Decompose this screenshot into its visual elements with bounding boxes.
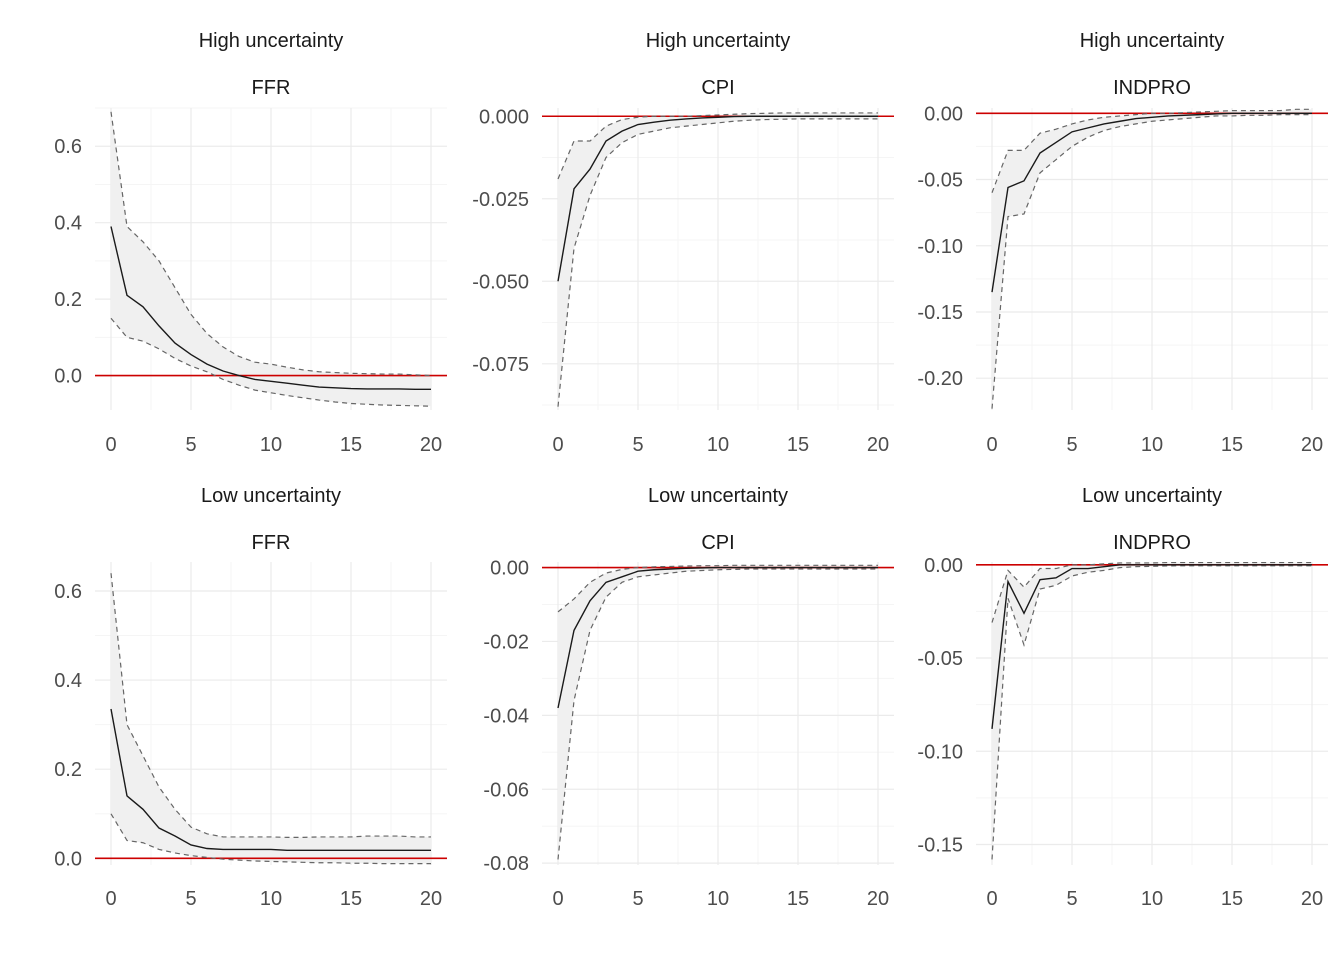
panel-subtitle: FFR bbox=[252, 532, 291, 554]
y-tick-label: 0.0 bbox=[54, 366, 82, 388]
y-tick-label: -0.075 bbox=[472, 354, 529, 376]
estimate-line bbox=[991, 112, 1312, 293]
x-tick-label: 5 bbox=[1066, 434, 1077, 456]
estimate-line bbox=[110, 708, 431, 851]
confidence-band bbox=[111, 573, 431, 864]
estimate-line bbox=[991, 564, 1312, 729]
panel-title: Low uncertainty bbox=[648, 485, 788, 507]
y-tick-label: -0.20 bbox=[917, 368, 963, 390]
x-tick-label: 5 bbox=[185, 888, 196, 910]
panel-6: 0 5 10 15 20 0.00 -0.05 -0.10 -0.15 Low uncertain… bbox=[917, 485, 1328, 910]
x-tick-label: 20 bbox=[1301, 434, 1323, 456]
panel-2: 0 5 10 15 20 0.000 -0.025 -0.050 -0.075 High unce… bbox=[472, 30, 894, 456]
y-tick-label: 0.2 bbox=[54, 289, 82, 311]
x-tick-label: 20 bbox=[867, 434, 889, 456]
panel-4: 0 5 10 15 20 0.0 0.2 0.4 0.6 Low uncertainty FFR bbox=[54, 485, 447, 910]
x-tick-label: 15 bbox=[787, 888, 809, 910]
x-tick-label: 0 bbox=[986, 888, 997, 910]
x-tick-label: 0 bbox=[552, 888, 563, 910]
panel-5: 0 5 10 15 20 0.00 -0.02 -0.04 -0.06 -0.08 Low unce… bbox=[483, 485, 894, 910]
y-tick-label: 0.2 bbox=[54, 759, 82, 781]
x-tick-label: 10 bbox=[707, 434, 729, 456]
x-tick-label: 20 bbox=[420, 888, 442, 910]
panel-title: Low uncertainty bbox=[201, 485, 341, 507]
x-tick-label: 20 bbox=[1301, 888, 1323, 910]
y-tick-label: -0.06 bbox=[483, 779, 529, 801]
y-tick-label: 0.4 bbox=[54, 213, 82, 235]
lower-bound-line bbox=[557, 568, 878, 860]
y-tick-label: -0.05 bbox=[917, 170, 963, 192]
x-tick-label: 5 bbox=[1066, 888, 1077, 910]
estimate-line bbox=[557, 566, 878, 709]
y-tick-label: -0.10 bbox=[917, 741, 963, 763]
x-tick-label: 5 bbox=[185, 434, 196, 456]
y-tick-label: 0.000 bbox=[479, 106, 529, 128]
y-tick-label: -0.10 bbox=[917, 236, 963, 258]
x-tick-label: 20 bbox=[420, 434, 442, 456]
panel-1: 0 5 10 15 20 0.0 0.2 0.4 0.6 High uncertainty FFR bbox=[54, 30, 447, 456]
x-tick-label: 0 bbox=[986, 434, 997, 456]
y-tick-label: -0.025 bbox=[472, 189, 529, 211]
panel-subtitle: FFR bbox=[252, 77, 291, 99]
y-tick-label: -0.050 bbox=[472, 271, 529, 293]
y-tick-label: 0.6 bbox=[54, 581, 82, 603]
upper-bound-line bbox=[991, 108, 1312, 193]
panel-3: 0 5 10 15 20 0.00 -0.05 -0.10 -0.15 -0.20 High unc… bbox=[917, 30, 1328, 456]
x-tick-label: 10 bbox=[260, 888, 282, 910]
x-tick-label: 15 bbox=[1221, 434, 1243, 456]
upper-bound-line bbox=[557, 564, 878, 613]
y-tick-label: 0.6 bbox=[54, 136, 82, 158]
x-tick-label: 15 bbox=[1221, 888, 1243, 910]
y-tick-label: -0.08 bbox=[483, 853, 529, 875]
y-tick-label: 0.00 bbox=[924, 103, 963, 125]
x-tick-label: 15 bbox=[340, 888, 362, 910]
y-tick-label: 0.4 bbox=[54, 670, 82, 692]
confidence-band bbox=[558, 565, 878, 860]
upper-bound-line bbox=[110, 111, 432, 377]
x-tick-label: 10 bbox=[1141, 434, 1163, 456]
x-tick-label: 0 bbox=[105, 434, 116, 456]
upper-bound-line bbox=[557, 112, 878, 180]
y-tick-label: 0.0 bbox=[54, 848, 82, 870]
panel-title: High uncertainty bbox=[199, 30, 344, 52]
x-tick-label: 10 bbox=[260, 434, 282, 456]
x-tick-label: 10 bbox=[707, 888, 729, 910]
estimate-line bbox=[557, 115, 878, 282]
confidence-band bbox=[111, 111, 431, 407]
x-tick-label: 20 bbox=[867, 888, 889, 910]
x-tick-label: 15 bbox=[340, 434, 362, 456]
confidence-band bbox=[992, 562, 1312, 860]
panel-subtitle: INDPRO bbox=[1113, 532, 1191, 554]
y-tick-label: 0.00 bbox=[924, 555, 963, 577]
upper-bound-line bbox=[110, 573, 431, 838]
x-tick-label: 0 bbox=[552, 434, 563, 456]
y-tick-label: -0.04 bbox=[483, 705, 529, 727]
panel-subtitle: INDPRO bbox=[1113, 77, 1191, 99]
estimate-line bbox=[110, 226, 431, 391]
x-tick-label: 15 bbox=[787, 434, 809, 456]
y-tick-label: 0.00 bbox=[490, 558, 529, 580]
panel-subtitle: CPI bbox=[701, 77, 734, 99]
y-tick-label: -0.15 bbox=[917, 302, 963, 324]
x-tick-label: 5 bbox=[632, 434, 643, 456]
panel-subtitle: CPI bbox=[701, 532, 734, 554]
panel-title: Low uncertainty bbox=[1082, 485, 1222, 507]
y-tick-label: -0.15 bbox=[917, 834, 963, 856]
panel-title: High uncertainty bbox=[646, 30, 791, 52]
x-tick-label: 5 bbox=[632, 888, 643, 910]
x-tick-label: 0 bbox=[105, 888, 116, 910]
lower-bound-line bbox=[991, 114, 1312, 409]
y-tick-label: -0.05 bbox=[917, 648, 963, 670]
lower-bound-line bbox=[557, 118, 878, 407]
confidence-band bbox=[558, 112, 878, 407]
lower-bound-line bbox=[110, 317, 432, 407]
x-tick-label: 10 bbox=[1141, 888, 1163, 910]
panel-title: High uncertainty bbox=[1080, 30, 1225, 52]
y-tick-label: -0.02 bbox=[483, 631, 529, 653]
